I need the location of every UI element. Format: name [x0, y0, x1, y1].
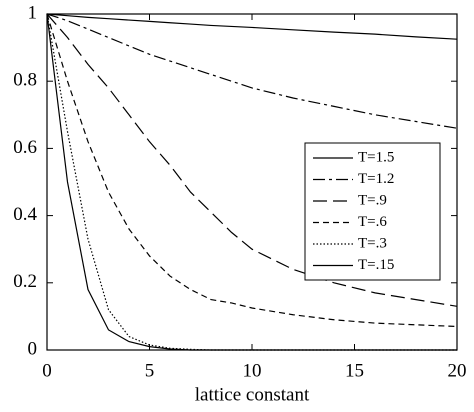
legend-label: T=.6	[358, 214, 387, 230]
x-tick-label: 0	[42, 360, 52, 381]
x-tick-label: 10	[243, 360, 262, 381]
y-tick-label: 0.2	[13, 271, 37, 292]
y-tick-label: 1	[28, 2, 38, 23]
y-tick-label: 0	[28, 338, 38, 359]
series-line	[46, 13, 458, 307]
x-tick-label: 20	[448, 360, 467, 381]
y-tick-label: 0.8	[13, 70, 37, 91]
x-tick-label: 5	[145, 360, 155, 381]
legend: T=1.5 T=1.2 T=.9 T=.6 T=.3 T=.15	[304, 142, 441, 281]
x-tick-label: 15	[345, 360, 364, 381]
x-axis-label: lattice constant	[195, 384, 310, 405]
legend-label: T=1.2	[358, 171, 394, 187]
series-line	[46, 13, 458, 129]
legend-label: T=.15	[358, 257, 394, 273]
series-line	[46, 13, 458, 40]
series-line	[46, 13, 457, 351]
legend-label: T=.9	[358, 192, 387, 208]
series-line	[46, 13, 458, 328]
legend-label: T=.3	[358, 235, 387, 251]
y-tick-label: 0.4	[13, 204, 37, 225]
legend-box	[304, 142, 441, 281]
y-tick-label: 0.6	[13, 137, 37, 158]
legend-label: T=1.5	[358, 149, 394, 165]
